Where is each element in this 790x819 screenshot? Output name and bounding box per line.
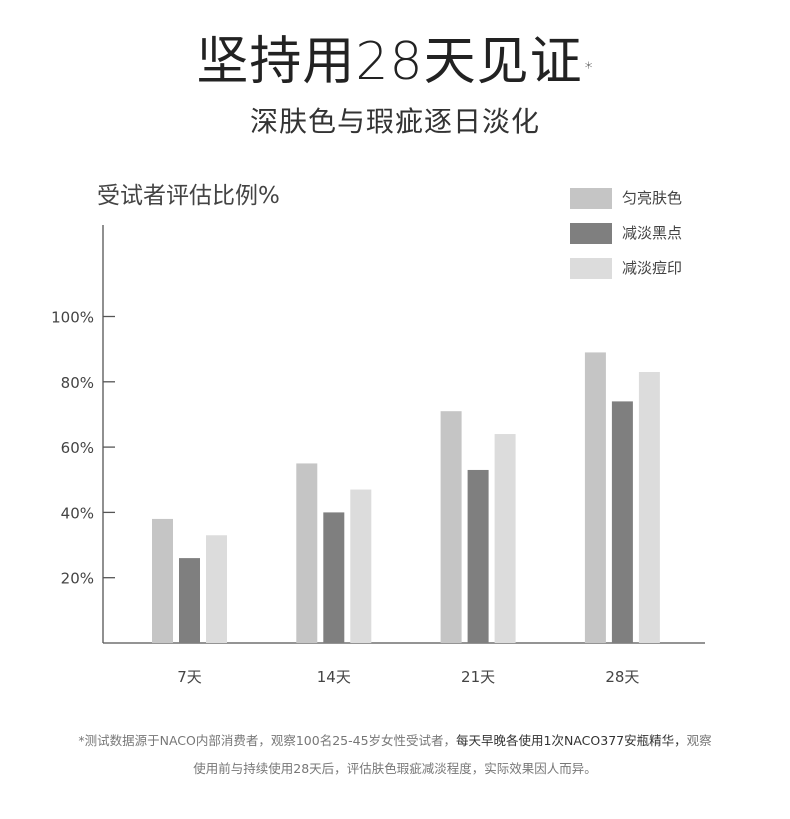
y-tick-label: 80%	[61, 374, 94, 392]
bar	[350, 489, 372, 643]
legend-swatch-dark-spots	[570, 223, 612, 244]
bar	[467, 469, 489, 643]
x-tick-label: 21天	[461, 668, 495, 686]
legend-label-dark-spots: 减淡黑点	[622, 224, 683, 242]
bar	[440, 411, 462, 643]
footnote-text-a: *测试数据源于NACO内部消费者，观察100名25-45岁女性受试者，	[78, 733, 457, 748]
y-tick-label: 100%	[51, 309, 94, 327]
legend-swatch-acne-marks	[570, 258, 612, 279]
bars	[152, 352, 660, 643]
bar	[152, 518, 173, 643]
footnote-text-b: 每天早晚各使用1次NACO377安瓶精华，	[456, 733, 687, 748]
page-subtitle: 深肤色与瑕疵逐日淡化	[249, 105, 540, 138]
x-tick-label: 14天	[317, 668, 351, 686]
bar	[638, 372, 660, 643]
x-tick-label: 28天	[605, 668, 639, 686]
bar	[179, 558, 200, 643]
y-tick-label: 20%	[61, 570, 94, 588]
y-tick-label: 60%	[61, 439, 94, 457]
page-title: 坚持用28天见证 *	[0, 30, 790, 94]
chart-title: 受试者评估比例%	[97, 183, 280, 209]
bar	[296, 463, 318, 643]
legend-label-even-tone: 匀亮肤色	[622, 189, 683, 207]
bar	[206, 535, 227, 643]
footnote-line-2: 使用前与持续使用28天后，评估肤色瑕疵减淡程度，实际效果因人而异。	[193, 761, 597, 776]
page-title-text: 坚持用28天见证	[196, 32, 583, 92]
legend-label-acne-marks: 减淡痘印	[622, 259, 683, 277]
footnote-text-c: 观察	[686, 733, 712, 748]
footnote-line-1: *测试数据源于NACO内部消费者，观察100名25-45岁女性受试者，每天早晚各…	[0, 732, 790, 750]
x-ticks: 7天 14天 21天 28天	[177, 668, 639, 686]
x-tick-label: 7天	[177, 668, 202, 686]
legend-swatch-even-tone	[570, 188, 612, 209]
bar	[494, 434, 516, 643]
title-footnote-mark: *	[584, 58, 594, 77]
bar	[323, 512, 345, 643]
y-tick-label: 40%	[61, 504, 94, 522]
y-ticks: 20% 40% 60% 80% 100%	[51, 309, 115, 588]
bar	[611, 401, 633, 643]
bar	[584, 352, 606, 643]
